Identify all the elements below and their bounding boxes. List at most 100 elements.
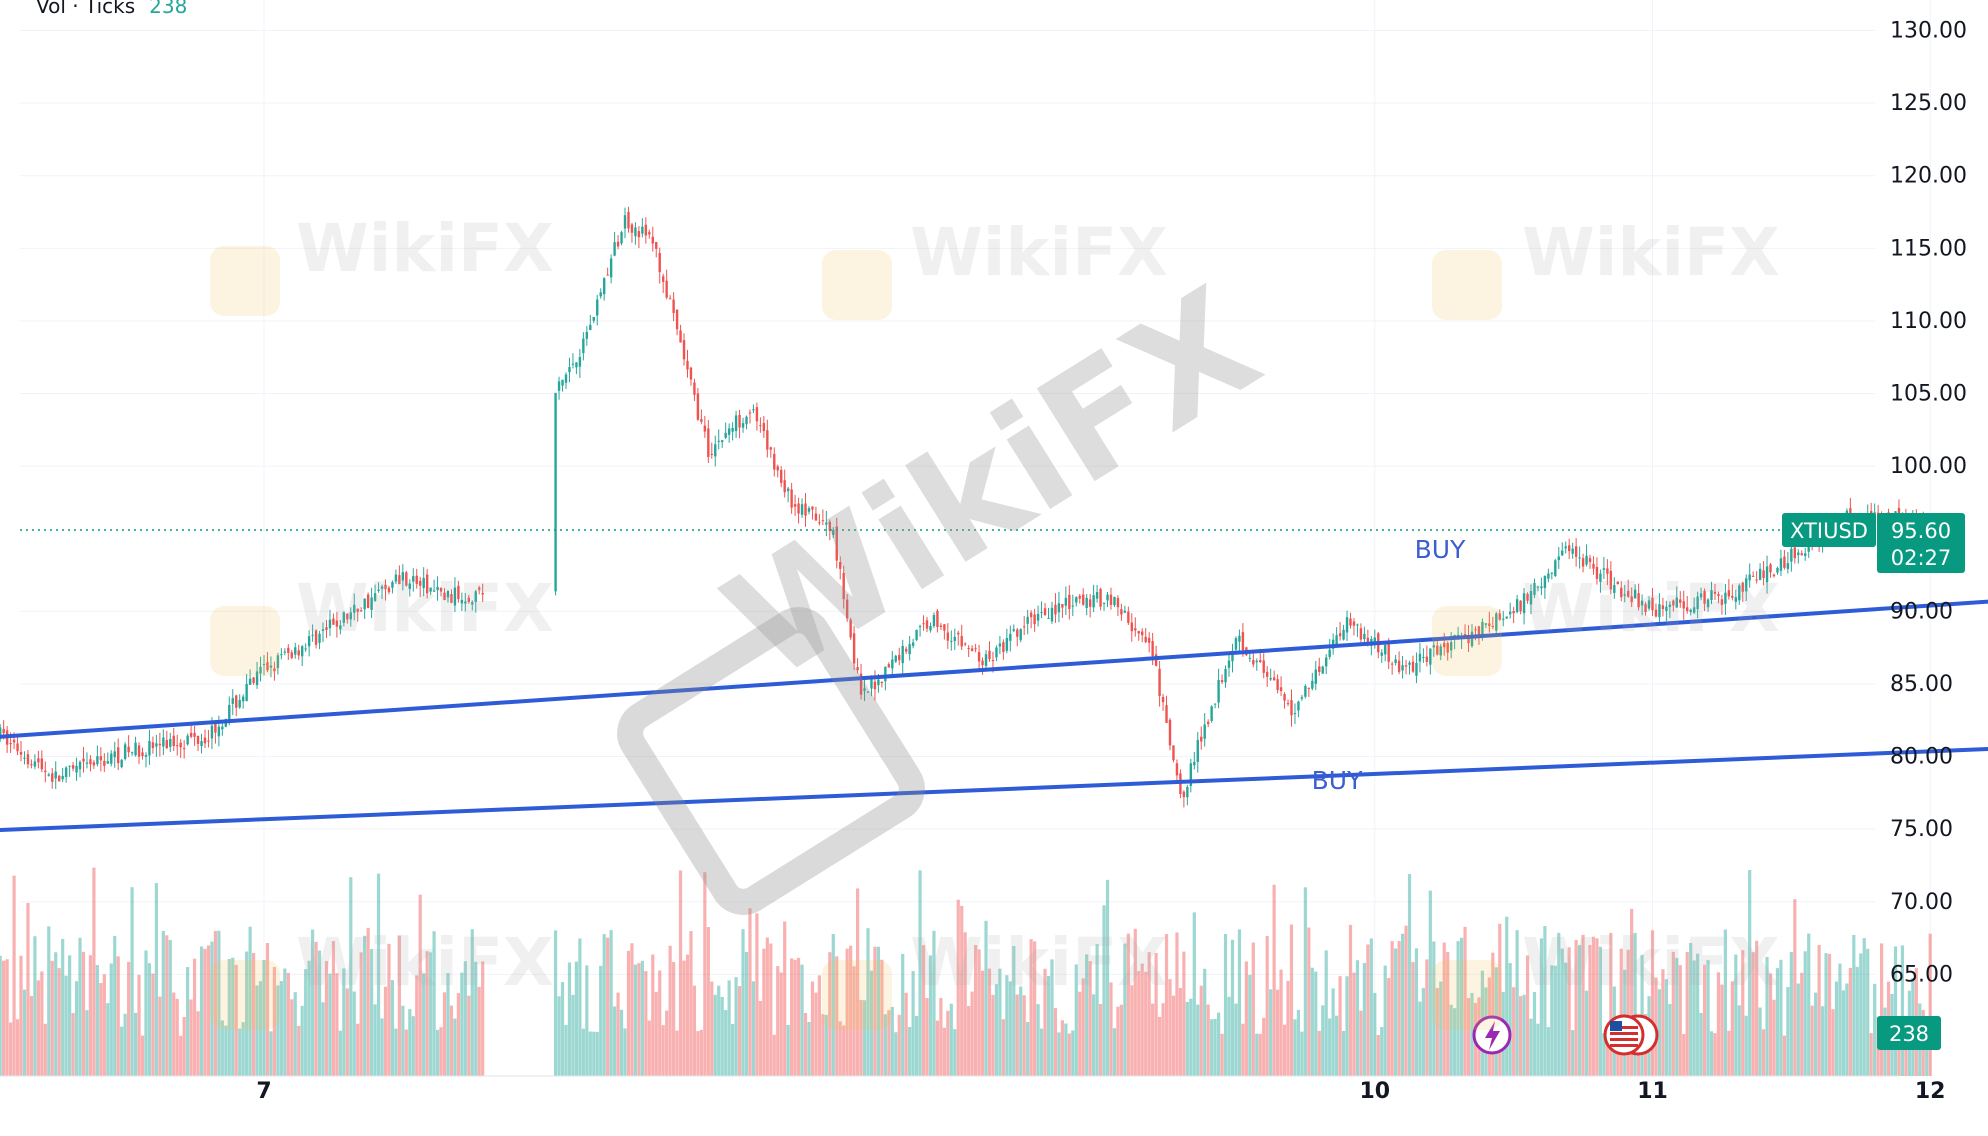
candle-body xyxy=(1363,633,1366,640)
axis-layer: 130.00 125.00 120.00 115.00 110.00 105.00 100.… xyxy=(0,19,1967,1104)
volume-bar xyxy=(838,1021,842,1076)
candle-body xyxy=(467,597,471,602)
volume-bar xyxy=(1630,908,1634,1076)
countdown-label: 02:27 xyxy=(1891,546,1952,570)
volume-bar xyxy=(914,1015,919,1076)
volume-bar xyxy=(463,961,467,1076)
candle-body xyxy=(977,652,981,662)
volume-bar xyxy=(1414,948,1419,1076)
volume-bar xyxy=(1532,992,1537,1076)
candle-body xyxy=(922,623,925,625)
volume-bar xyxy=(1164,934,1169,1076)
candle-body xyxy=(1384,644,1387,655)
candle-body xyxy=(568,367,571,373)
volume-bar xyxy=(258,981,263,1076)
candle-body xyxy=(1016,629,1019,637)
volume-bar xyxy=(366,927,370,1076)
candle-body xyxy=(710,453,713,455)
volume-bar xyxy=(359,952,363,1076)
volume-bar xyxy=(324,961,329,1076)
candle-body xyxy=(1536,586,1540,588)
candle-body xyxy=(957,632,960,635)
volume-bar xyxy=(272,967,277,1076)
candle-body xyxy=(96,756,99,765)
volume-bar xyxy=(1348,924,1353,1076)
candle-body xyxy=(1734,597,1738,602)
volume-bar xyxy=(876,946,881,1076)
volume-bar xyxy=(1571,1030,1575,1076)
candle-body xyxy=(252,677,255,683)
candle-body xyxy=(363,598,366,610)
candle-body xyxy=(1502,618,1505,620)
volume-bar xyxy=(435,1029,440,1076)
volume-bar xyxy=(619,1009,624,1076)
candle-body xyxy=(1790,548,1793,562)
candle-body xyxy=(1574,546,1578,557)
candle-body xyxy=(1606,568,1609,574)
volume-bar xyxy=(1137,971,1141,1076)
volume-bar xyxy=(154,883,158,1076)
volume-bar xyxy=(1192,912,1196,1076)
volume-bar xyxy=(88,955,93,1076)
candle-body xyxy=(1463,633,1467,636)
candle-body xyxy=(818,522,821,524)
volume-bar xyxy=(1591,936,1596,1076)
x-tick-label: 7 xyxy=(256,1079,271,1104)
volume-bar xyxy=(960,905,964,1076)
volume-bar xyxy=(1560,948,1564,1076)
volume-bar xyxy=(828,952,832,1076)
volume-bar xyxy=(321,1002,325,1076)
candle-body xyxy=(1026,616,1029,624)
candle-body xyxy=(766,430,769,450)
volume-bar xyxy=(1595,938,1599,1076)
volume-bar xyxy=(800,964,804,1076)
volume-bar xyxy=(1241,1023,1245,1076)
candle-body xyxy=(1102,602,1106,604)
volume-bar xyxy=(140,1035,145,1076)
volume-bar xyxy=(1581,934,1585,1076)
candle-body xyxy=(1068,594,1071,609)
volume-bar xyxy=(1536,1023,1540,1076)
volume-bar xyxy=(432,931,436,1076)
candle-body xyxy=(1175,763,1179,776)
volume-bar xyxy=(1702,964,1707,1076)
volume-bar xyxy=(949,1003,953,1076)
candle-body xyxy=(1342,629,1345,640)
candle-body xyxy=(582,338,585,354)
volume-bar xyxy=(43,1023,47,1076)
volume-bar xyxy=(1428,890,1432,1076)
candle-body xyxy=(828,521,832,531)
candle-body xyxy=(1113,596,1116,606)
candle-body xyxy=(200,741,203,747)
volume-bar xyxy=(1060,1020,1064,1076)
volume-bar xyxy=(1692,960,1696,1076)
volume-bar xyxy=(1772,999,1776,1076)
volume-bar xyxy=(640,960,644,1076)
candle-body xyxy=(655,241,658,249)
x-tick-label: 12 xyxy=(1915,1079,1946,1104)
candle-body xyxy=(1168,719,1172,746)
volume-bar xyxy=(1109,982,1113,1076)
candle-body xyxy=(1047,617,1050,619)
volume-bar xyxy=(123,1013,127,1076)
volume-bar xyxy=(54,952,58,1076)
candle-body xyxy=(637,231,641,238)
volume-bar xyxy=(1168,979,1172,1076)
volume-bar xyxy=(720,996,724,1076)
volume-bar xyxy=(1734,954,1738,1076)
candle-body xyxy=(1390,663,1394,665)
candle-body xyxy=(1654,609,1658,617)
volume-bar xyxy=(1276,989,1280,1076)
volume-bar xyxy=(213,930,218,1076)
candle-body xyxy=(863,688,866,691)
volume-bar xyxy=(50,960,54,1076)
volume-bar xyxy=(1928,933,1932,1076)
volume-bar xyxy=(1394,948,1398,1076)
candle-body xyxy=(1588,558,1592,562)
candle-body xyxy=(1158,668,1161,697)
volume-bar xyxy=(571,994,575,1076)
candle-body xyxy=(946,632,950,641)
volume-bar xyxy=(92,867,96,1076)
volume-bar xyxy=(71,1013,75,1076)
